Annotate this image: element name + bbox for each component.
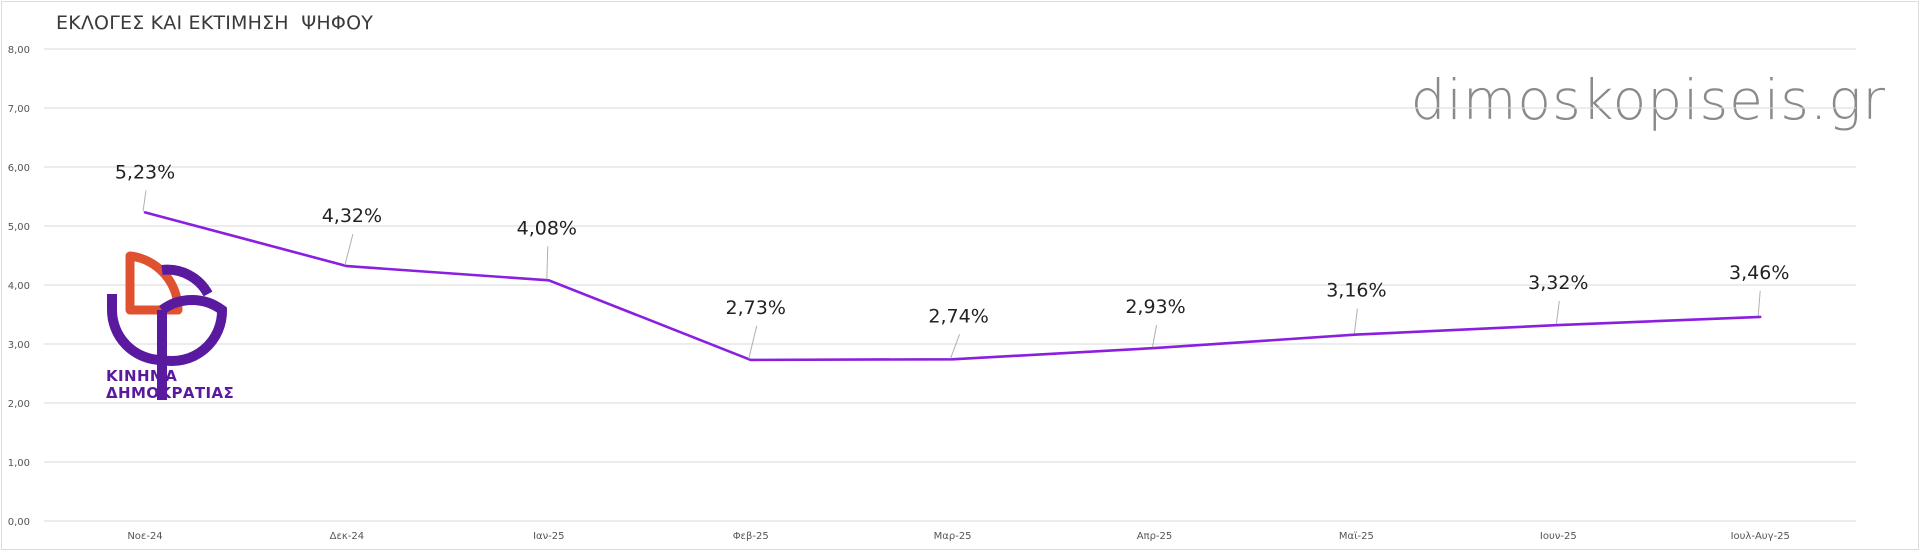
chart-title: ΕΚΛΟΓΕΣ ΚΑΙ ΕΚΤΙΜΗΣΗ ΨΗΦΟΥ <box>56 12 374 34</box>
y-tick-label: 0,00 <box>8 517 30 528</box>
y-tick-label: 5,00 <box>8 222 30 233</box>
y-tick-label: 3,00 <box>8 340 30 351</box>
y-tick-label: 4,00 <box>8 281 30 292</box>
data-label: 3,16% <box>1326 280 1386 302</box>
x-tick-label: Φεβ-25 <box>733 531 769 542</box>
y-tick-label: 8,00 <box>8 45 30 56</box>
x-tick-label: Απρ-25 <box>1137 531 1173 542</box>
logo-text-line1: ΚΙΝΗΜΑ <box>106 367 178 385</box>
x-tick-label: Νοε-24 <box>127 531 162 542</box>
y-tick-label: 7,00 <box>8 104 30 115</box>
data-label-leader <box>546 246 549 280</box>
data-label: 3,46% <box>1729 262 1789 284</box>
data-label-leader <box>1152 325 1157 348</box>
data-label: 2,93% <box>1125 296 1185 318</box>
data-label-leader <box>1353 308 1358 334</box>
data-label-leader <box>1555 301 1560 325</box>
y-tick-label: 6,00 <box>8 163 30 174</box>
data-label-layer: 5,23% 4,32% 4,08% 2,73% 2,74% 2,93% 3,16% 3,32%… <box>115 161 1789 360</box>
data-label: 4,32% <box>322 205 382 227</box>
data-label-leader <box>748 325 758 360</box>
x-tick-label: Ιουν-25 <box>1540 531 1577 542</box>
x-tick-label: Ιουλ-Αυγ-25 <box>1731 531 1790 542</box>
series-line <box>143 211 1762 362</box>
data-label-leader <box>1757 290 1761 316</box>
series-line-layer <box>143 211 1762 362</box>
y-tick-label: 2,00 <box>8 399 30 410</box>
data-label: 4,08% <box>517 217 577 239</box>
data-label: 3,32% <box>1528 272 1588 294</box>
logo-text: ΚΙΝΗΜΑ ΔΗΜΟΚΡΑΤΙΑΣ <box>106 368 234 402</box>
x-tick-label: Δεκ-24 <box>330 531 364 542</box>
watermark: dimoskopiseis.gr <box>1410 68 1886 132</box>
kinima-dimokratias-logo-icon <box>107 251 228 400</box>
data-label: 2,74% <box>928 305 988 327</box>
x-tick-label: Μαρ-25 <box>934 531 972 542</box>
data-label: 5,23% <box>115 161 175 183</box>
data-label-leader <box>950 334 961 359</box>
x-tick-label: Μαϊ-25 <box>1339 531 1374 542</box>
data-label-leader <box>142 190 147 212</box>
y-tick-label: 1,00 <box>8 458 30 469</box>
x-axis-ticks: Νοε-24 Δεκ-24 Ιαν-25 Φεβ-25 Μαρ-25 Απρ-25 Μαϊ-… <box>127 531 1790 542</box>
grid-layer <box>44 48 1856 522</box>
data-label-leader <box>344 233 354 266</box>
logo-text-line2: ΔΗΜΟΚΡΑΤΙΑΣ <box>106 384 235 402</box>
x-tick-label: Ιαν-25 <box>533 531 564 542</box>
data-label: 2,73% <box>726 297 786 319</box>
y-axis-ticks: 0,00 1,00 2,00 3,00 4,00 5,00 6,00 7,00 8,00 <box>8 45 30 528</box>
